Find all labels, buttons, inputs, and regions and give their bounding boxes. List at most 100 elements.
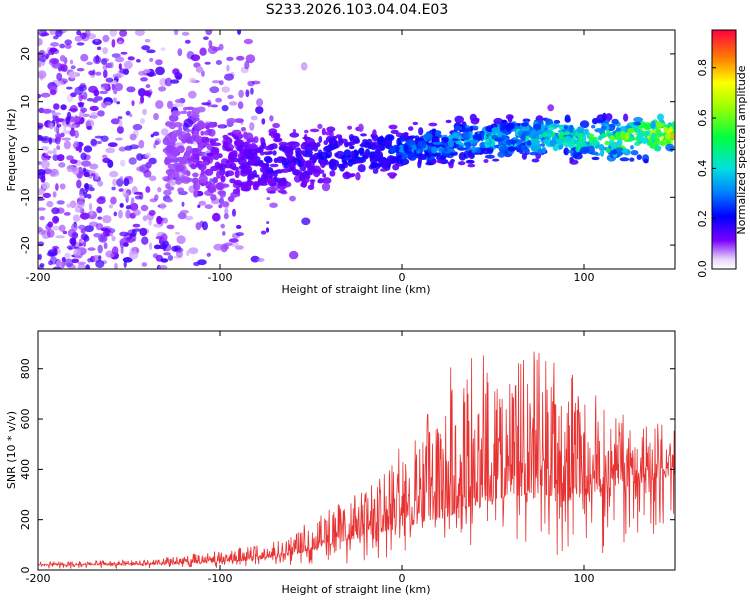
heatmap-cell bbox=[38, 56, 41, 61]
heatmap-cell bbox=[223, 244, 229, 250]
heatmap-cell bbox=[186, 51, 195, 60]
heatmap-cell bbox=[343, 149, 352, 158]
heatmap-cell bbox=[137, 88, 146, 97]
heatmap-cell bbox=[392, 164, 400, 171]
heatmap-cell bbox=[49, 171, 56, 177]
heatmap-cell bbox=[457, 161, 466, 166]
heatmap-cell bbox=[235, 139, 243, 146]
heatmap-cell bbox=[41, 146, 49, 151]
heatmap-cell bbox=[254, 148, 262, 153]
heatmap-cell bbox=[46, 229, 55, 238]
heatmap-cell bbox=[113, 87, 118, 95]
heatmap-cell bbox=[197, 204, 201, 208]
heatmap-cell bbox=[193, 182, 201, 191]
heatmap-cell bbox=[38, 188, 44, 194]
heatmap-cell bbox=[192, 116, 200, 122]
y-tick-label: 0 bbox=[19, 567, 32, 574]
heatmap-cell bbox=[268, 150, 273, 155]
heatmap-cell bbox=[52, 154, 59, 162]
heatmap-cell bbox=[125, 209, 131, 219]
heatmap-cell bbox=[350, 150, 356, 157]
snr-panel: -200 -100 0 100 0 200 400 600 800 Height of str… bbox=[5, 330, 676, 596]
heatmap-cell bbox=[335, 134, 343, 139]
heatmap-cell bbox=[302, 141, 309, 146]
heatmap-cell bbox=[110, 196, 117, 205]
heatmap-cell bbox=[250, 87, 254, 95]
heatmap-cell bbox=[443, 147, 448, 153]
heatmap-cell bbox=[55, 30, 63, 38]
heatmap-cell bbox=[418, 127, 424, 136]
heatmap-cell bbox=[144, 38, 151, 43]
heatmap-cell bbox=[232, 188, 238, 194]
heatmap-cell bbox=[38, 169, 46, 176]
heatmap-cell bbox=[240, 156, 245, 161]
y-tick-label: 20 bbox=[19, 47, 32, 61]
heatmap-cell bbox=[226, 64, 230, 72]
heatmap-cell bbox=[118, 146, 127, 152]
heatmap-cell bbox=[505, 139, 513, 146]
heatmap-cell bbox=[182, 170, 187, 175]
heatmap-cell bbox=[120, 51, 128, 55]
heatmap-cell bbox=[141, 262, 148, 267]
heatmap-cell bbox=[355, 159, 365, 164]
x-tick-label: -100 bbox=[208, 572, 233, 585]
heatmap-cell bbox=[42, 153, 46, 157]
page-title: S233.2026.103.04.04.E03 bbox=[266, 2, 449, 18]
colorbar-tick-label: 0.2 bbox=[696, 210, 709, 228]
heatmap-cell bbox=[66, 203, 71, 208]
heatmap-cell bbox=[86, 193, 92, 199]
heatmap-cell bbox=[38, 61, 42, 68]
heatmap-cell bbox=[300, 182, 305, 187]
heatmap-cell bbox=[76, 68, 85, 72]
heatmap-cell bbox=[86, 125, 93, 131]
heatmap-cell bbox=[428, 122, 438, 127]
heatmap-cell bbox=[40, 135, 51, 144]
heatmap-cell bbox=[103, 242, 108, 250]
heatmap-cell bbox=[69, 128, 76, 137]
heatmap-cell bbox=[431, 146, 438, 154]
heatmap-cell bbox=[251, 80, 261, 85]
heatmap-cell bbox=[111, 246, 119, 256]
spectrogram-x-label: Height of straight line (km) bbox=[281, 283, 430, 296]
heatmap-cell bbox=[539, 143, 546, 147]
heatmap-cell bbox=[78, 224, 86, 230]
heatmap-cell bbox=[569, 125, 574, 133]
heatmap-cell bbox=[157, 186, 162, 193]
heatmap-cell bbox=[55, 80, 64, 86]
heatmap-cell bbox=[171, 171, 180, 178]
heatmap-cell bbox=[78, 238, 83, 247]
colorbar-tick-label: 0.0 bbox=[696, 260, 709, 278]
heatmap-cell bbox=[214, 161, 221, 169]
heatmap-cell bbox=[558, 125, 566, 130]
heatmap-cell bbox=[207, 121, 217, 128]
heatmap-cell bbox=[93, 55, 102, 65]
heatmap-cell bbox=[670, 133, 675, 140]
heatmap-cell bbox=[117, 116, 123, 120]
heatmap-cell bbox=[379, 135, 384, 141]
heatmap-cell bbox=[153, 244, 161, 250]
heatmap-cell bbox=[237, 101, 244, 110]
heatmap-cell bbox=[102, 47, 108, 55]
heatmap-cell bbox=[109, 61, 114, 69]
heatmap-cell bbox=[224, 207, 229, 215]
heatmap-cell bbox=[242, 165, 253, 173]
heatmap-cell bbox=[43, 94, 49, 98]
snr-x-ticks: -200 -100 0 100 bbox=[26, 331, 595, 585]
heatmap-cell bbox=[165, 183, 171, 190]
heatmap-cell bbox=[623, 113, 629, 122]
heatmap-cell bbox=[83, 171, 91, 178]
heatmap-cell bbox=[134, 195, 142, 200]
heatmap-cell bbox=[52, 191, 57, 198]
heatmap-cell bbox=[644, 123, 652, 130]
heatmap-cell bbox=[521, 152, 528, 160]
heatmap-cell bbox=[124, 145, 133, 151]
heatmap-cell bbox=[521, 122, 529, 127]
heatmap-cell bbox=[215, 182, 225, 191]
heatmap-cell bbox=[116, 125, 124, 134]
heatmap-cell bbox=[531, 158, 540, 163]
heatmap-cell bbox=[89, 105, 99, 112]
heatmap-cell bbox=[188, 90, 197, 99]
heatmap-cell bbox=[328, 137, 337, 145]
heatmap-cell bbox=[199, 47, 207, 56]
heatmap-cell bbox=[243, 38, 253, 45]
